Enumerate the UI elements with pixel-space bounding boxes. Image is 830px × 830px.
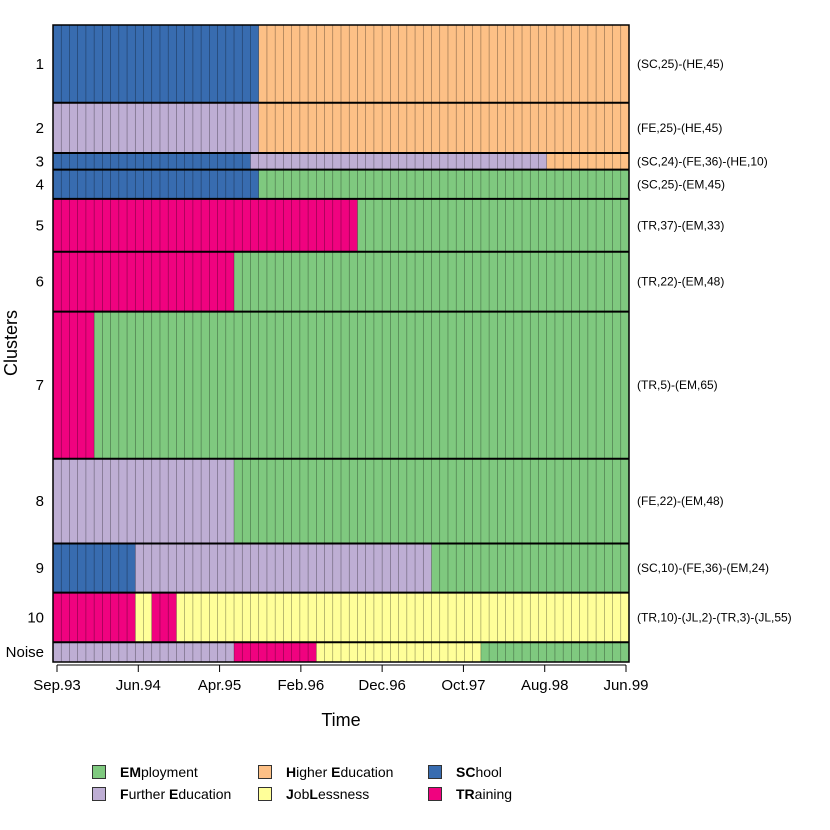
cluster-4-segment-sc — [53, 169, 260, 199]
cluster-noise-segment-jl — [316, 642, 482, 662]
cluster-9-segment-em — [431, 543, 629, 593]
cluster-1-segment-sc — [53, 25, 260, 103]
cluster-pattern-label: (TR,37)-(EM,33) — [637, 218, 724, 232]
cluster-8-segment-fe — [53, 458, 235, 544]
cluster-1-segment-he — [258, 25, 629, 103]
cluster-pattern-label: (SC,10)-(FE,36)-(EM,24) — [637, 561, 769, 575]
cluster-5-segment-em — [357, 198, 629, 252]
cluster-pattern-label: (FE,22)-(EM,48) — [637, 494, 724, 508]
legend-item-em: EMployment — [92, 764, 198, 780]
cluster-label: 7 — [36, 377, 44, 394]
cluster-label: Noise — [6, 644, 44, 661]
cluster-4-segment-em — [258, 169, 629, 199]
legend-label: Further Education — [120, 786, 232, 802]
legend-item-he: Higher Education — [258, 764, 393, 780]
legend-item-jl: JobLessness — [258, 786, 369, 802]
cluster-pattern-label: (TR,5)-(EM,65) — [637, 378, 718, 392]
cluster-6-segment-tr — [53, 251, 235, 312]
cluster-pattern-label: (SC,25)-(HE,45) — [637, 57, 724, 71]
legend-item-tr: TRaining — [428, 786, 512, 802]
x-tick-label: Jun.94 — [116, 677, 161, 694]
cluster-label: 3 — [36, 153, 44, 170]
cluster-label: 6 — [36, 274, 44, 291]
x-tick-label: Feb.96 — [278, 677, 325, 694]
legend-swatch — [258, 765, 272, 779]
cluster-10-segment-tr — [151, 592, 177, 643]
cluster-label: 1 — [36, 56, 44, 73]
x-axis-label: Time — [321, 710, 360, 730]
x-tick-label: Jun.99 — [603, 677, 648, 694]
x-tick-label: Apr.95 — [198, 677, 241, 694]
cluster-10-segment-tr — [53, 592, 136, 643]
x-tick-label: Aug.98 — [521, 677, 569, 694]
legend: EMployment Further Education Higher Educat… — [92, 764, 552, 808]
legend-item-sc: SChool — [428, 764, 502, 780]
cluster-label: 9 — [36, 560, 44, 577]
cluster-5-segment-tr — [53, 198, 358, 252]
cluster-label: 4 — [36, 176, 44, 193]
legend-swatch — [258, 787, 272, 801]
cluster-6-segment-em — [234, 251, 629, 312]
cluster-3-segment-fe — [250, 153, 548, 170]
y-axis-label: Clusters — [1, 310, 21, 376]
cluster-9-segment-fe — [135, 543, 432, 593]
cluster-pattern-label: (SC,25)-(EM,45) — [637, 177, 725, 191]
cluster-10-segment-jl — [176, 592, 629, 643]
legend-swatch — [92, 765, 106, 779]
cluster-noise-segment-fe — [53, 642, 235, 662]
cluster-2-segment-he — [258, 102, 629, 154]
cluster-noise-segment-em — [480, 642, 629, 662]
plot-frame — [52, 24, 630, 663]
legend-label: Higher Education — [286, 764, 394, 780]
legend-swatch — [92, 787, 106, 801]
legend-item-fe: Further Education — [92, 786, 231, 802]
cluster-label: 10 — [27, 609, 44, 626]
legend-label: SChool — [456, 764, 502, 780]
cluster-7-segment-em — [94, 311, 629, 459]
cluster-label: 8 — [36, 493, 44, 510]
legend-label: EMployment — [120, 764, 198, 780]
cluster-pattern-label: (TR,10)-(JL,2)-(TR,3)-(JL,55) — [637, 610, 792, 624]
legend-swatch — [428, 765, 442, 779]
legend-label: TRaining — [456, 786, 513, 802]
legend-swatch — [428, 787, 442, 801]
cluster-pattern-label: (SC,24)-(FE,36)-(HE,10) — [637, 154, 768, 168]
cluster-9-segment-sc — [53, 543, 136, 593]
cluster-pattern-label: (FE,25)-(HE,45) — [637, 121, 722, 135]
cluster-8-segment-em — [234, 458, 629, 544]
cluster-7-segment-tr — [53, 311, 95, 459]
cluster-3-segment-sc — [53, 153, 251, 170]
cluster-3-segment-he — [546, 153, 629, 170]
x-tick-label: Oct.97 — [441, 677, 485, 694]
cluster-label: 2 — [36, 120, 44, 137]
cluster-label: 5 — [36, 217, 44, 234]
cluster-2-segment-fe — [53, 102, 260, 154]
cluster-pattern-label: (TR,22)-(EM,48) — [637, 275, 724, 289]
legend-label: JobLessness — [286, 786, 370, 802]
x-tick-label: Sep.93 — [33, 677, 81, 694]
cluster-noise-segment-tr — [234, 642, 317, 662]
cluster-10-segment-jl — [135, 592, 153, 643]
x-tick-label: Dec.96 — [358, 677, 406, 694]
